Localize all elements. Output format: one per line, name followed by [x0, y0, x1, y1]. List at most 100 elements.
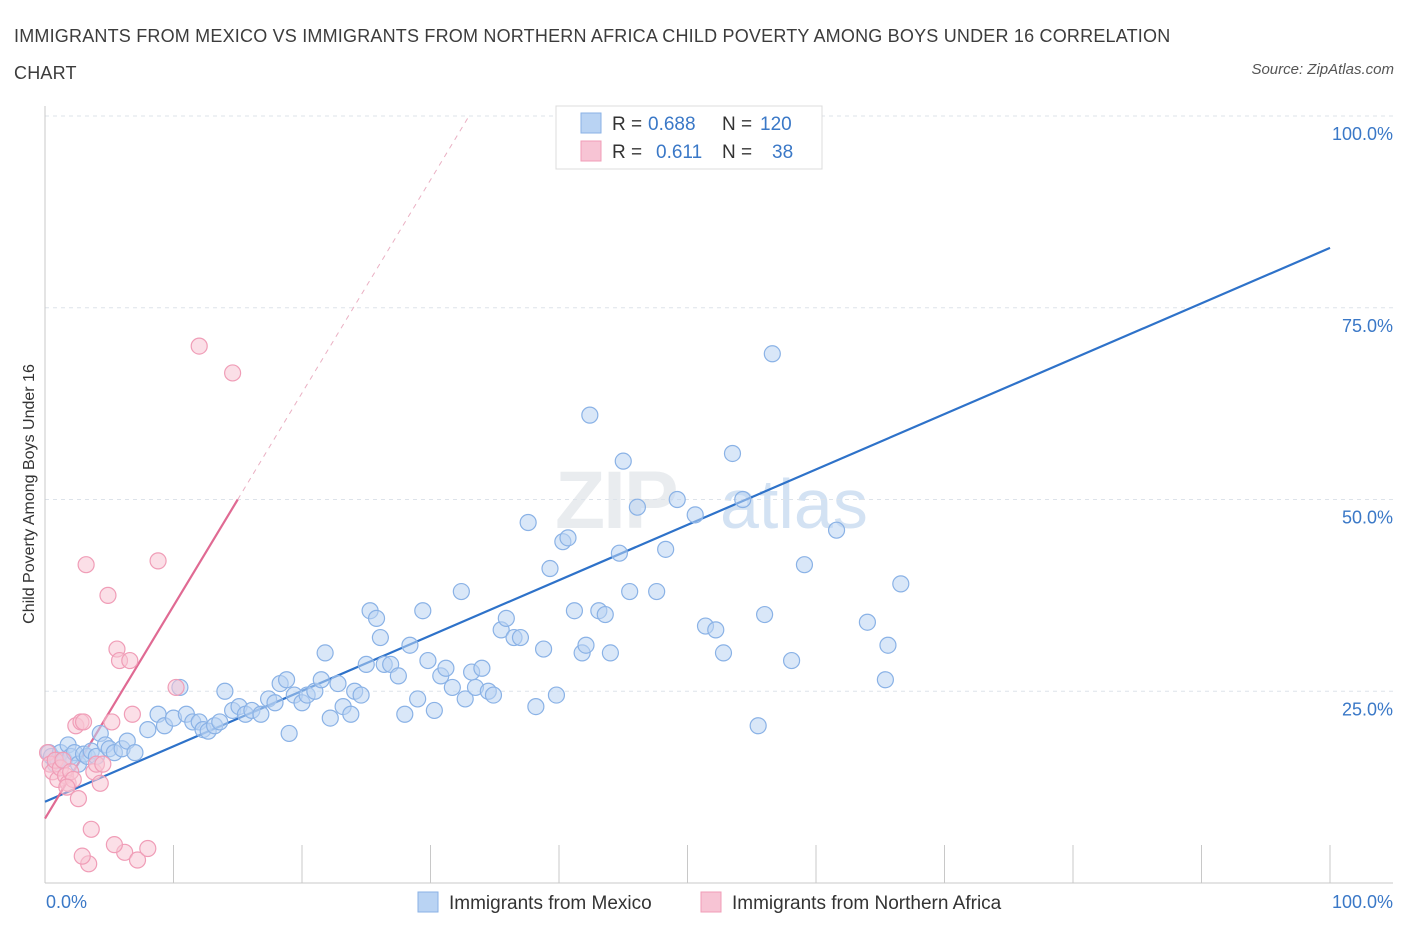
point-africa-19: [91, 774, 109, 792]
point-mexico-110: [749, 717, 767, 735]
point-mexico-76: [473, 659, 491, 677]
point-africa-14: [74, 713, 93, 731]
legend-n-value-1: 120: [760, 114, 792, 135]
axes: [44, 106, 1393, 884]
point-mexico-42: [277, 671, 296, 689]
point-africa-30: [149, 552, 167, 570]
point-mexico-33: [216, 682, 234, 700]
point-africa-34: [77, 556, 95, 574]
point-mexico-63: [396, 705, 414, 723]
point-mexico-38: [252, 705, 270, 723]
point-mexico-107: [714, 644, 733, 662]
point-mexico-100: [628, 498, 646, 516]
point-mexico-85: [534, 640, 553, 658]
legend-r-label-2: R =: [612, 142, 642, 163]
point-mexico-113: [782, 651, 801, 670]
point-mexico-101: [648, 582, 666, 601]
point-africa-37: [58, 778, 76, 796]
y-tick-label-2: 75.0%: [1342, 316, 1393, 336]
series-legend-swatch-africa: [700, 891, 722, 913]
point-mexico-112: [763, 345, 781, 363]
y-tick-label-0: 25.0%: [1342, 699, 1393, 719]
legend-swatch-mexico: [580, 112, 602, 134]
point-mexico-114: [795, 556, 814, 574]
legend-n-label-2: N =: [722, 142, 752, 163]
point-africa-28: [128, 851, 147, 869]
point-africa-26: [121, 651, 139, 670]
point-mexico-108: [723, 444, 742, 463]
point-mexico-115: [827, 521, 846, 539]
correlation-legend: R = 0.688 N = 120 R = 0.611 N = 38: [555, 105, 823, 170]
x-tick-label-1: 100.0%: [1332, 892, 1393, 912]
legend-r-value-1: 0.688: [648, 114, 696, 135]
point-mexico-118: [876, 671, 894, 689]
point-mexico-50: [321, 709, 339, 727]
point-mexico-117: [879, 636, 897, 654]
point-mexico-68: [425, 701, 443, 720]
point-africa-22: [103, 713, 121, 731]
point-mexico-89: [559, 529, 577, 547]
point-mexico-43: [280, 724, 298, 743]
point-africa-27: [123, 705, 141, 723]
point-mexico-59: [371, 628, 389, 647]
point-mexico-78: [484, 686, 503, 704]
point-africa-31: [167, 678, 185, 697]
point-mexico-58: [367, 609, 386, 627]
point-mexico-72: [452, 582, 470, 601]
legend-n-label-1: N =: [722, 114, 752, 135]
point-mexico-53: [342, 705, 360, 723]
point-mexico-64: [401, 636, 419, 654]
x-tick-label-0: 0.0%: [46, 892, 87, 912]
point-mexico-70: [437, 659, 455, 677]
point-mexico-106: [707, 621, 725, 639]
series-legend-label-mexico: Immigrants from Mexico: [449, 893, 652, 914]
point-mexico-73: [456, 690, 474, 708]
point-africa-21: [99, 586, 117, 604]
point-mexico-80: [497, 609, 515, 627]
point-mexico-103: [668, 490, 686, 509]
point-mexico-62: [389, 667, 407, 685]
point-mexico-20: [126, 744, 144, 762]
point-mexico-104: [686, 506, 704, 524]
data-points: [38, 337, 910, 873]
point-mexico-32: [211, 713, 229, 731]
source-label: Source: ZipAtlas.com: [1251, 61, 1394, 78]
point-mexico-93: [581, 406, 599, 424]
chart-title: IMMIGRANTS FROM MEXICO VS IMMIGRANTS FRO…: [14, 26, 1171, 83]
point-mexico-56: [357, 655, 375, 674]
point-africa-33: [224, 364, 242, 382]
point-mexico-40: [266, 694, 284, 712]
point-mexico-65: [409, 690, 427, 708]
point-mexico-116: [858, 613, 877, 631]
point-africa-36: [73, 847, 91, 865]
point-africa-35: [105, 836, 123, 854]
point-mexico-21: [139, 720, 157, 739]
series-legend: Immigrants from Mexico Immigrants from N…: [417, 891, 1002, 914]
point-mexico-96: [601, 644, 620, 662]
point-mexico-99: [621, 582, 639, 601]
point-mexico-71: [443, 678, 461, 697]
watermark-zip: ZIP: [555, 455, 677, 546]
legend-r-label-1: R =: [612, 114, 642, 135]
point-mexico-87: [547, 686, 566, 704]
series-legend-swatch-mexico: [417, 891, 439, 913]
y-tick-label-1: 50.0%: [1342, 508, 1393, 528]
point-mexico-82: [511, 628, 530, 647]
y-axis-label: Child Poverty Among Boys Under 16: [21, 364, 38, 624]
y-tick-label-3: 100.0%: [1332, 124, 1393, 144]
point-mexico-86: [541, 559, 559, 578]
point-mexico-92: [577, 636, 595, 654]
point-mexico-84: [527, 697, 545, 716]
point-mexico-55: [352, 686, 370, 704]
point-mexico-51: [329, 674, 347, 693]
point-mexico-83: [519, 513, 537, 532]
point-mexico-111: [755, 605, 774, 624]
point-mexico-49: [316, 644, 334, 662]
point-africa-20: [94, 755, 112, 773]
tick-labels: 25.0% 50.0% 75.0% 100.0% 0.0% 100.0%: [46, 124, 1393, 912]
point-mexico-97: [610, 544, 628, 562]
point-mexico-66: [414, 602, 432, 620]
legend-n-value-2: 38: [772, 142, 793, 163]
point-mexico-109: [734, 490, 752, 509]
